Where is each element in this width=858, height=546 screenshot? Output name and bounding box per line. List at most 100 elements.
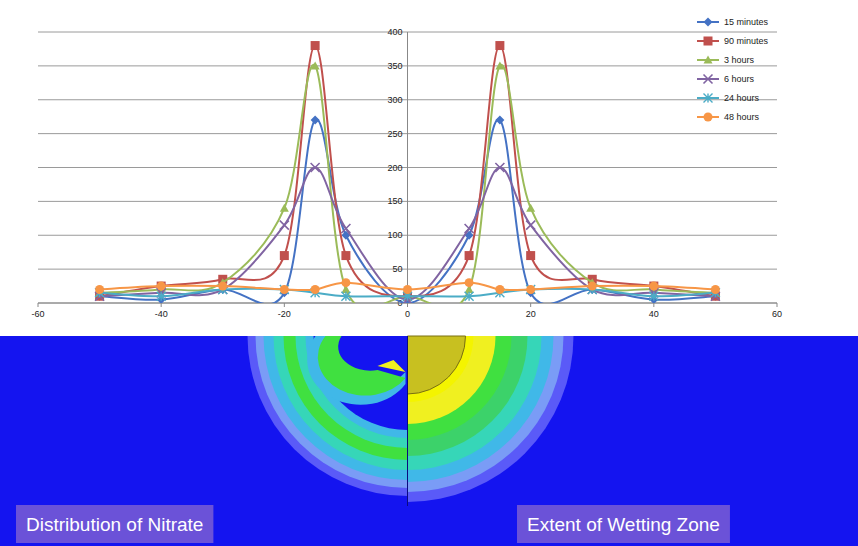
nitrate-ring bbox=[256, 336, 408, 488]
y-tick-label: 50 bbox=[392, 264, 402, 274]
series-marker bbox=[495, 41, 504, 50]
wetting-ring bbox=[408, 336, 554, 482]
nitrate-ring bbox=[274, 336, 408, 470]
wetting-ring bbox=[408, 336, 574, 502]
divider bbox=[407, 336, 408, 506]
series-marker bbox=[157, 282, 166, 291]
series-marker bbox=[495, 285, 504, 294]
series-marker bbox=[465, 278, 474, 287]
series-marker bbox=[526, 251, 535, 260]
series-marker bbox=[495, 116, 504, 125]
series-marker bbox=[311, 41, 320, 50]
wetting-ring bbox=[408, 336, 542, 470]
wetting-ring bbox=[408, 336, 496, 424]
series-marker bbox=[341, 292, 350, 301]
series-marker bbox=[157, 282, 166, 291]
figure: 050100150200250300350400-60-40-200204060… bbox=[0, 0, 858, 546]
series-marker bbox=[311, 163, 320, 172]
diagram-label: Distribution of Nitrate bbox=[26, 514, 203, 535]
x-tick bbox=[777, 303, 778, 307]
x-tick bbox=[653, 303, 654, 307]
series-marker bbox=[711, 285, 720, 294]
wetting-ring bbox=[408, 336, 564, 492]
wetting-ring bbox=[408, 336, 474, 402]
x-tick bbox=[38, 303, 39, 307]
x-tick-label: 20 bbox=[526, 309, 536, 319]
series-line bbox=[100, 119, 716, 303]
x-tick bbox=[161, 303, 162, 307]
series-marker bbox=[495, 163, 504, 172]
legend-label: 6 hours bbox=[724, 74, 755, 84]
legend-label: 48 hours bbox=[724, 112, 760, 122]
nitrate-ring bbox=[248, 336, 408, 496]
x-tick-label: 60 bbox=[772, 309, 782, 319]
series-marker bbox=[526, 221, 535, 230]
series-line bbox=[100, 46, 716, 297]
legend-label: 24 hours bbox=[724, 93, 760, 103]
y-tick-label: 250 bbox=[387, 129, 402, 139]
series-marker bbox=[588, 282, 597, 291]
y-tick-label: 150 bbox=[387, 196, 402, 206]
series-marker bbox=[465, 251, 474, 260]
series-marker bbox=[526, 204, 535, 212]
y-tick-label: 400 bbox=[387, 27, 402, 37]
series-marker bbox=[311, 116, 320, 125]
nitrate-hook bbox=[307, 336, 405, 405]
legend-label: 90 minutes bbox=[724, 36, 769, 46]
nitrate-ring bbox=[296, 336, 408, 448]
nitrate-ring bbox=[264, 336, 408, 480]
series-marker bbox=[403, 285, 412, 294]
nitrate-hook bbox=[318, 336, 406, 396]
series-marker bbox=[280, 204, 289, 212]
legend-label: 3 hours bbox=[724, 55, 755, 65]
series-marker bbox=[649, 282, 658, 291]
diagram-label: Extent of Wetting Zone bbox=[527, 514, 720, 535]
wetting-core bbox=[408, 336, 466, 394]
x-tick bbox=[284, 303, 285, 307]
wetting-ring bbox=[408, 336, 528, 456]
nitrate-ring bbox=[284, 336, 408, 460]
y-tick-label: 300 bbox=[387, 95, 402, 105]
legend-marker bbox=[704, 113, 713, 122]
label-box bbox=[517, 505, 730, 543]
series-marker bbox=[95, 285, 104, 294]
legend-marker bbox=[704, 75, 713, 84]
legend-label: 15 minutes bbox=[724, 17, 769, 27]
legend-marker bbox=[704, 37, 713, 46]
x-tick-label: 0 bbox=[405, 309, 410, 319]
legend-marker bbox=[704, 18, 713, 27]
x-tick bbox=[407, 303, 408, 307]
y-axis bbox=[407, 32, 408, 303]
series-line bbox=[100, 167, 716, 299]
series-marker bbox=[341, 278, 350, 287]
series-marker bbox=[280, 251, 289, 260]
diagram-background bbox=[0, 336, 858, 546]
series-marker bbox=[280, 221, 289, 230]
series-marker bbox=[341, 251, 350, 260]
series-marker bbox=[495, 61, 504, 69]
series-marker bbox=[157, 292, 166, 301]
x-tick-label: 40 bbox=[649, 309, 659, 319]
series-marker bbox=[311, 285, 320, 294]
series-marker bbox=[280, 285, 289, 294]
series-line bbox=[100, 65, 716, 303]
series-marker bbox=[649, 282, 658, 291]
series-marker bbox=[311, 61, 320, 69]
series-marker bbox=[526, 285, 535, 294]
series-marker bbox=[341, 224, 350, 233]
x-tick bbox=[530, 303, 531, 307]
series-marker bbox=[526, 285, 535, 294]
legend-marker bbox=[704, 94, 713, 103]
legend-marker bbox=[704, 56, 713, 64]
label-box bbox=[16, 505, 213, 543]
y-tick-label: 350 bbox=[387, 61, 402, 71]
x-tick-label: -60 bbox=[31, 309, 44, 319]
series-marker bbox=[280, 285, 289, 294]
series-marker bbox=[465, 224, 474, 233]
nitrate-hook bbox=[378, 360, 406, 372]
wetting-ring bbox=[408, 336, 512, 440]
plot-marks bbox=[95, 41, 720, 303]
series-marker bbox=[649, 292, 658, 301]
nitrate-ring bbox=[306, 336, 408, 438]
x-tick-label: -20 bbox=[278, 309, 291, 319]
